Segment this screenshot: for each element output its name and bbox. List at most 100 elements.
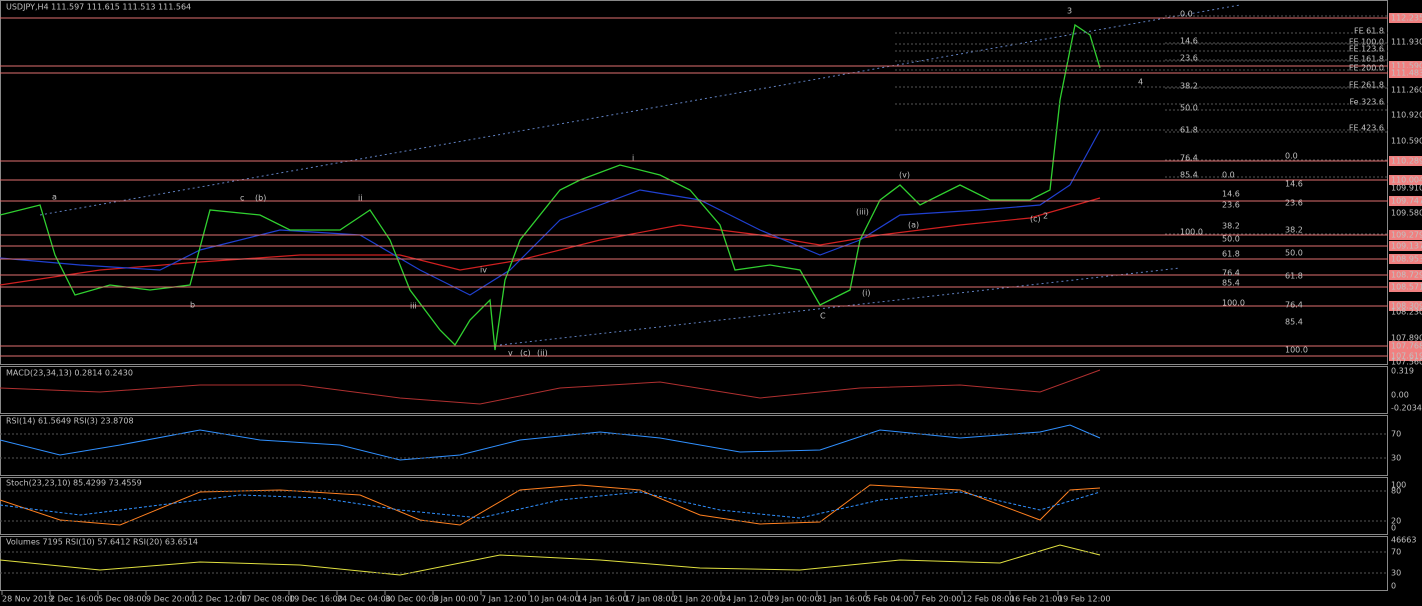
price-label: 109.910 bbox=[1391, 184, 1422, 193]
price-label: 111.930 bbox=[1391, 38, 1422, 47]
rsi-line bbox=[0, 424, 1101, 461]
fib-ret-label: 0.0 bbox=[1222, 171, 1235, 180]
fib-ret-label: 23.6 bbox=[1222, 201, 1240, 210]
wave-label: (c) bbox=[1030, 215, 1041, 224]
fib-ext-label: FE 261.8 bbox=[1349, 81, 1384, 90]
fib-ret-label: 76.4 bbox=[1222, 269, 1240, 278]
price-label: 109.137 bbox=[1391, 242, 1422, 251]
stoch-axis-label: 80 bbox=[1391, 487, 1401, 496]
stoch-axis-label: 100 bbox=[1391, 481, 1406, 490]
fib-ret-label: 38.2 bbox=[1222, 222, 1240, 231]
fib-ret-label: 23.6 bbox=[1285, 199, 1303, 208]
price-label-bg bbox=[1389, 351, 1422, 361]
price-label: 111.483 bbox=[1391, 69, 1422, 78]
time-label: 2 Dec 16:00 bbox=[50, 595, 99, 604]
price-label-bg bbox=[1389, 175, 1422, 185]
fib-ret-label: 61.8 bbox=[1180, 126, 1198, 135]
price-label-bg bbox=[1389, 230, 1422, 240]
price-label-bg bbox=[1389, 241, 1422, 251]
price-label-bg bbox=[1389, 301, 1422, 311]
price-label: 111.260 bbox=[1391, 86, 1422, 95]
time-label: 19 Dec 16:00 bbox=[289, 595, 343, 604]
fib-ret-label: 0.0 bbox=[1285, 152, 1298, 161]
time-label: 24 Jan 12:00 bbox=[721, 595, 772, 604]
rsi-axis-label: 30 bbox=[1391, 454, 1401, 463]
wave-label: (a) bbox=[908, 221, 919, 230]
volume-axis-label: 30 bbox=[1391, 569, 1401, 578]
panel-header: MACD(23,34,13) 0.2814 0.2430 bbox=[6, 369, 133, 378]
macd-line bbox=[0, 369, 1101, 405]
panel-header: RSI(14) 61.5649 RSI(3) 23.8708 bbox=[6, 417, 134, 426]
fib-ext-label: FE 61.8 bbox=[1354, 27, 1384, 36]
fib-ret-label: 14.6 bbox=[1222, 190, 1240, 199]
volume-axis-label: 70 bbox=[1391, 548, 1401, 557]
time-label: 16 Feb 21:00 bbox=[1010, 595, 1062, 604]
price-label-bg bbox=[1389, 282, 1422, 292]
wave-label: 2 bbox=[1043, 212, 1048, 221]
wave-label: iv bbox=[480, 266, 487, 275]
fib-ret-label: 61.8 bbox=[1285, 272, 1303, 281]
time-label: 17 Jan 08:00 bbox=[625, 595, 676, 604]
price-label: 109.747 bbox=[1391, 197, 1422, 206]
panel-header: Volumes 7195 RSI(10) 57.6412 RSI(20) 63.… bbox=[6, 538, 198, 547]
time-label: 21 Jan 20:00 bbox=[673, 595, 724, 604]
fib-ret-label: 50.0 bbox=[1180, 104, 1198, 113]
panel-frames bbox=[0, 0, 1388, 591]
fib-ret-label: 85.4 bbox=[1222, 279, 1240, 288]
time-label: 14 Jan 16:00 bbox=[577, 595, 628, 604]
price-label: 108.230 bbox=[1391, 308, 1422, 317]
volume-rsi-line bbox=[0, 544, 1101, 576]
time-label: 7 Jan 12:00 bbox=[481, 595, 527, 604]
time-label: 31 Jan 16:00 bbox=[817, 595, 868, 604]
price-label: 108.953 bbox=[1391, 255, 1422, 264]
wave-label: i bbox=[632, 154, 634, 163]
price-label: 109.580 bbox=[1391, 209, 1422, 218]
fib-ret-label: 38.2 bbox=[1285, 226, 1303, 235]
wave-label: iii bbox=[410, 302, 417, 311]
fib-ext-label: Fe 323.6 bbox=[1349, 98, 1384, 107]
fib-ext-label: FE 161.8 bbox=[1349, 55, 1384, 64]
wave-label: (b) bbox=[255, 194, 266, 203]
time-label: 7 Feb 20:00 bbox=[914, 595, 961, 604]
volume-axis-label: 46663 bbox=[1391, 536, 1416, 545]
price-label: 110.004 bbox=[1391, 176, 1422, 185]
panel-header: USDJPY,H4 111.597 111.615 111.513 111.56… bbox=[6, 3, 191, 12]
stoch-signal bbox=[0, 491, 1101, 519]
price-label-bg bbox=[1389, 341, 1422, 351]
price-label: 110.590 bbox=[1391, 137, 1422, 146]
time-label: 28 Nov 2019 bbox=[2, 595, 53, 604]
wave-label: ii bbox=[358, 194, 362, 203]
fib-ret-label: 76.4 bbox=[1180, 154, 1198, 163]
moving-average-blue bbox=[0, 129, 1101, 296]
fib-ret-label: 14.6 bbox=[1285, 180, 1303, 189]
fib-ext-label: FE 123.6 bbox=[1349, 45, 1384, 54]
fib-ret-label: 85.4 bbox=[1180, 171, 1198, 180]
price-label: 107.619 bbox=[1391, 352, 1422, 361]
wave-label: (ii) bbox=[537, 349, 548, 358]
panel-header: Stoch(23,23,10) 85.4299 73.4559 bbox=[6, 479, 142, 488]
price-label: 109.279 bbox=[1391, 231, 1422, 240]
price-label-bg bbox=[1389, 68, 1422, 78]
moving-average-red bbox=[0, 197, 1101, 286]
rsi-axis-label: 70 bbox=[1391, 430, 1401, 439]
wave-label: C bbox=[820, 312, 826, 321]
wave-label: 4 bbox=[1138, 78, 1143, 87]
fib-ret-label: 50.0 bbox=[1285, 249, 1303, 258]
price-label: 107.560 bbox=[1391, 358, 1422, 367]
fib-ret-label: 14.6 bbox=[1180, 37, 1198, 46]
wave-label: c bbox=[240, 194, 244, 203]
time-label: 9 Dec 20:00 bbox=[146, 595, 195, 604]
price-label-bg bbox=[1389, 270, 1422, 280]
price-label: 108.309 bbox=[1391, 302, 1422, 311]
fib-ret-label: 100.0 bbox=[1222, 299, 1245, 308]
wave-label: (c) bbox=[520, 349, 531, 358]
fib-ret-label: 76.4 bbox=[1285, 301, 1303, 310]
stoch-axis-label: 20 bbox=[1391, 517, 1401, 526]
trend-line bbox=[39, 4, 1241, 216]
wave-label: (iii) bbox=[856, 208, 869, 217]
macd-axis-label: 0.00 bbox=[1391, 391, 1409, 400]
time-label: 24 Dec 04:00 bbox=[337, 595, 391, 604]
fib-ret-label: 23.6 bbox=[1180, 54, 1198, 63]
wave-label: (v) bbox=[899, 171, 910, 180]
time-label: 19 Feb 12:00 bbox=[1058, 595, 1110, 604]
